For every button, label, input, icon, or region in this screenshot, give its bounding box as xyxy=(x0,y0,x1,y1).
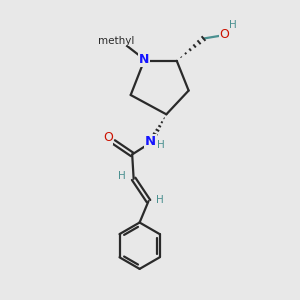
Text: methyl: methyl xyxy=(116,36,120,38)
Text: H: H xyxy=(118,172,126,182)
Text: H: H xyxy=(158,140,165,150)
Text: methyl: methyl xyxy=(98,36,134,46)
Text: H: H xyxy=(229,20,237,30)
Text: O: O xyxy=(103,131,113,144)
Text: O: O xyxy=(219,28,229,41)
Text: N: N xyxy=(139,53,149,66)
Text: H: H xyxy=(156,195,164,205)
Text: N: N xyxy=(145,135,156,148)
